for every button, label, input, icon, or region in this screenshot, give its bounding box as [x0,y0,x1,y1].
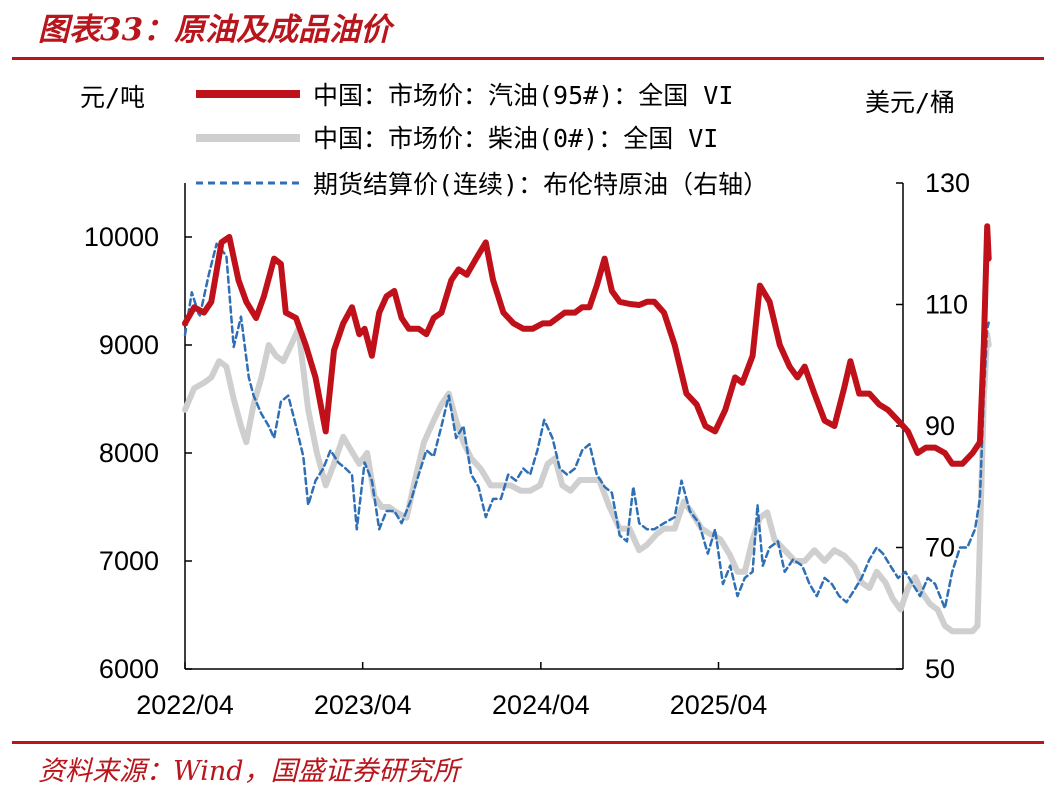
legend: 中国：市场价：汽油(95#)：全国 VI 中国：市场价：柴油(0#)：全国 VI… [196,81,768,199]
source-note: 资料来源：Wind，国盛证券研究所 [38,756,460,787]
x-tick-label: 2025/04 [670,690,768,720]
legend-label-gasoline: 中国：市场价：汽油(95#)：全国 VI [313,81,733,110]
series-lines [182,223,992,635]
left-y-tick-label: 8000 [99,438,159,468]
right-y-tick-label: 130 [925,168,970,198]
right-y-tick-label: 50 [925,654,955,684]
right-y-tick-label: 70 [925,533,955,563]
footer-rule [12,741,1044,744]
axis-ticks: 10000 9000 8000 7000 6000 130 110 90 70 50 2022/04… [84,168,970,720]
legend-label-diesel: 中国：市场价：柴油(0#)：全国 VI [313,124,718,153]
brent-price-line [183,242,990,610]
right-unit-label: 美元/桶 [865,88,955,117]
left-y-tick-label: 10000 [84,222,159,252]
x-tick-label: 2024/04 [492,690,590,720]
gasoline-price-line [182,223,992,467]
right-y-tick-label: 110 [925,290,968,320]
diesel-price-line [182,325,992,635]
left-y-tick-label: 9000 [99,330,159,360]
left-y-tick-label: 6000 [99,654,159,684]
left-unit-label: 元/吨 [80,83,145,112]
figure-title: 图表33：原油及成品油价 [38,12,392,48]
header-rule [12,57,1044,60]
right-y-tick-label: 90 [925,411,955,441]
left-y-tick-label: 7000 [99,546,159,576]
legend-label-brent: 期货结算价(连续)：布伦特原油（右轴） [313,170,768,199]
x-tick-label: 2023/04 [314,690,412,720]
x-tick-label: 2022/04 [136,690,234,720]
